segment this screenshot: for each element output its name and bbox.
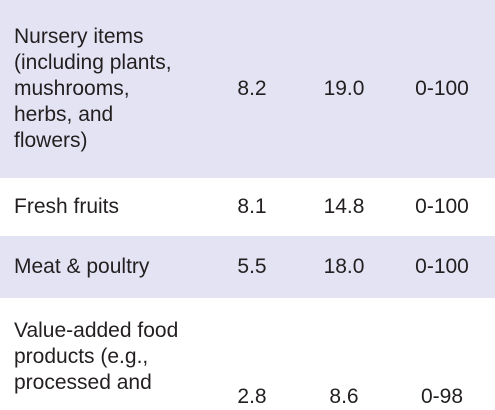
table-row-fresh-fruits: Fresh fruits 8.1 14.8 0-100 — [0, 178, 495, 236]
row-value-col1: 2.8 — [237, 385, 267, 408]
row-range: 0-100 — [415, 77, 469, 100]
row-value-col1: 8.2 — [237, 77, 267, 100]
table-row-nursery-items: Nursery items (including plants, mushroo… — [0, 0, 495, 178]
row-value-col2: 8.6 — [329, 385, 359, 408]
table-row-value-added-food: Value-added food products (e.g., process… — [0, 298, 495, 408]
row-label: Value-added food products (e.g., process… — [14, 319, 179, 394]
row-label: Meat & poultry — [14, 255, 150, 278]
row-value-col2: 14.8 — [323, 195, 365, 218]
row-range: 0-100 — [415, 255, 469, 278]
row-label: Nursery items (including plants, mushroo… — [14, 25, 172, 152]
row-value-col2: 18.0 — [323, 255, 365, 278]
row-value-col1: 8.1 — [237, 195, 267, 218]
row-range: 0-100 — [415, 195, 469, 218]
row-value-col1: 5.5 — [237, 255, 267, 278]
row-value-col2: 19.0 — [323, 77, 365, 100]
row-range: 0-98 — [420, 385, 464, 408]
table-row-meat-poultry: Meat & poultry 5.5 18.0 0-100 — [0, 236, 495, 298]
row-label: Fresh fruits — [14, 195, 120, 218]
